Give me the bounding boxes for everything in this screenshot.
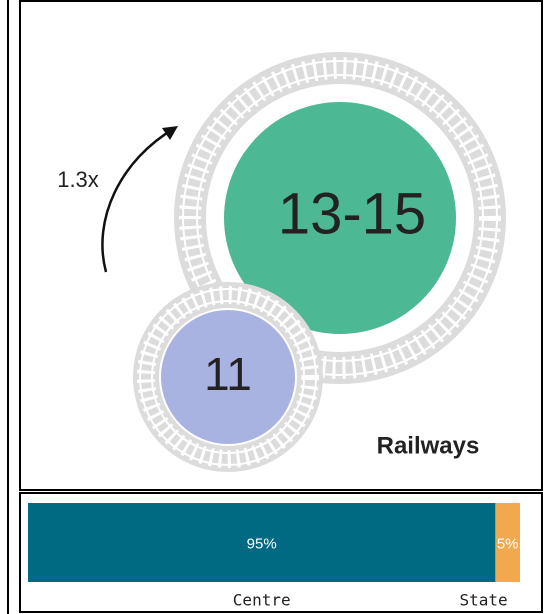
big-track bbox=[174, 52, 506, 384]
multiplier: 1.3x bbox=[57, 167, 99, 192]
large-bubble bbox=[224, 102, 456, 334]
segment-name: State bbox=[460, 591, 508, 610]
arrow-head bbox=[162, 126, 178, 140]
segment-label: 95% bbox=[247, 535, 277, 552]
large-bubble-label: 13-15 bbox=[278, 181, 426, 246]
split-bar: 95% Centre 5% State bbox=[28, 503, 520, 610]
bottom-panel bbox=[19, 492, 543, 613]
segment-name: Centre bbox=[233, 591, 291, 610]
top-panel bbox=[19, 0, 543, 491]
sector-label: Railways bbox=[377, 432, 480, 459]
bar-segment bbox=[28, 503, 496, 582]
segment-label: 5% bbox=[497, 535, 519, 552]
small-bubble bbox=[161, 310, 295, 444]
growth-arrow bbox=[101, 126, 176, 273]
small-bubble-label: 11 bbox=[204, 348, 252, 400]
bar-segment bbox=[495, 503, 520, 582]
